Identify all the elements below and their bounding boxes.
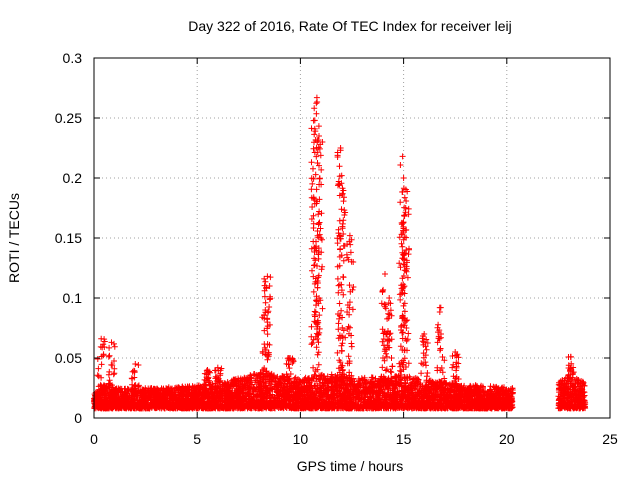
data-points [91, 94, 589, 412]
data-point [487, 383, 494, 390]
